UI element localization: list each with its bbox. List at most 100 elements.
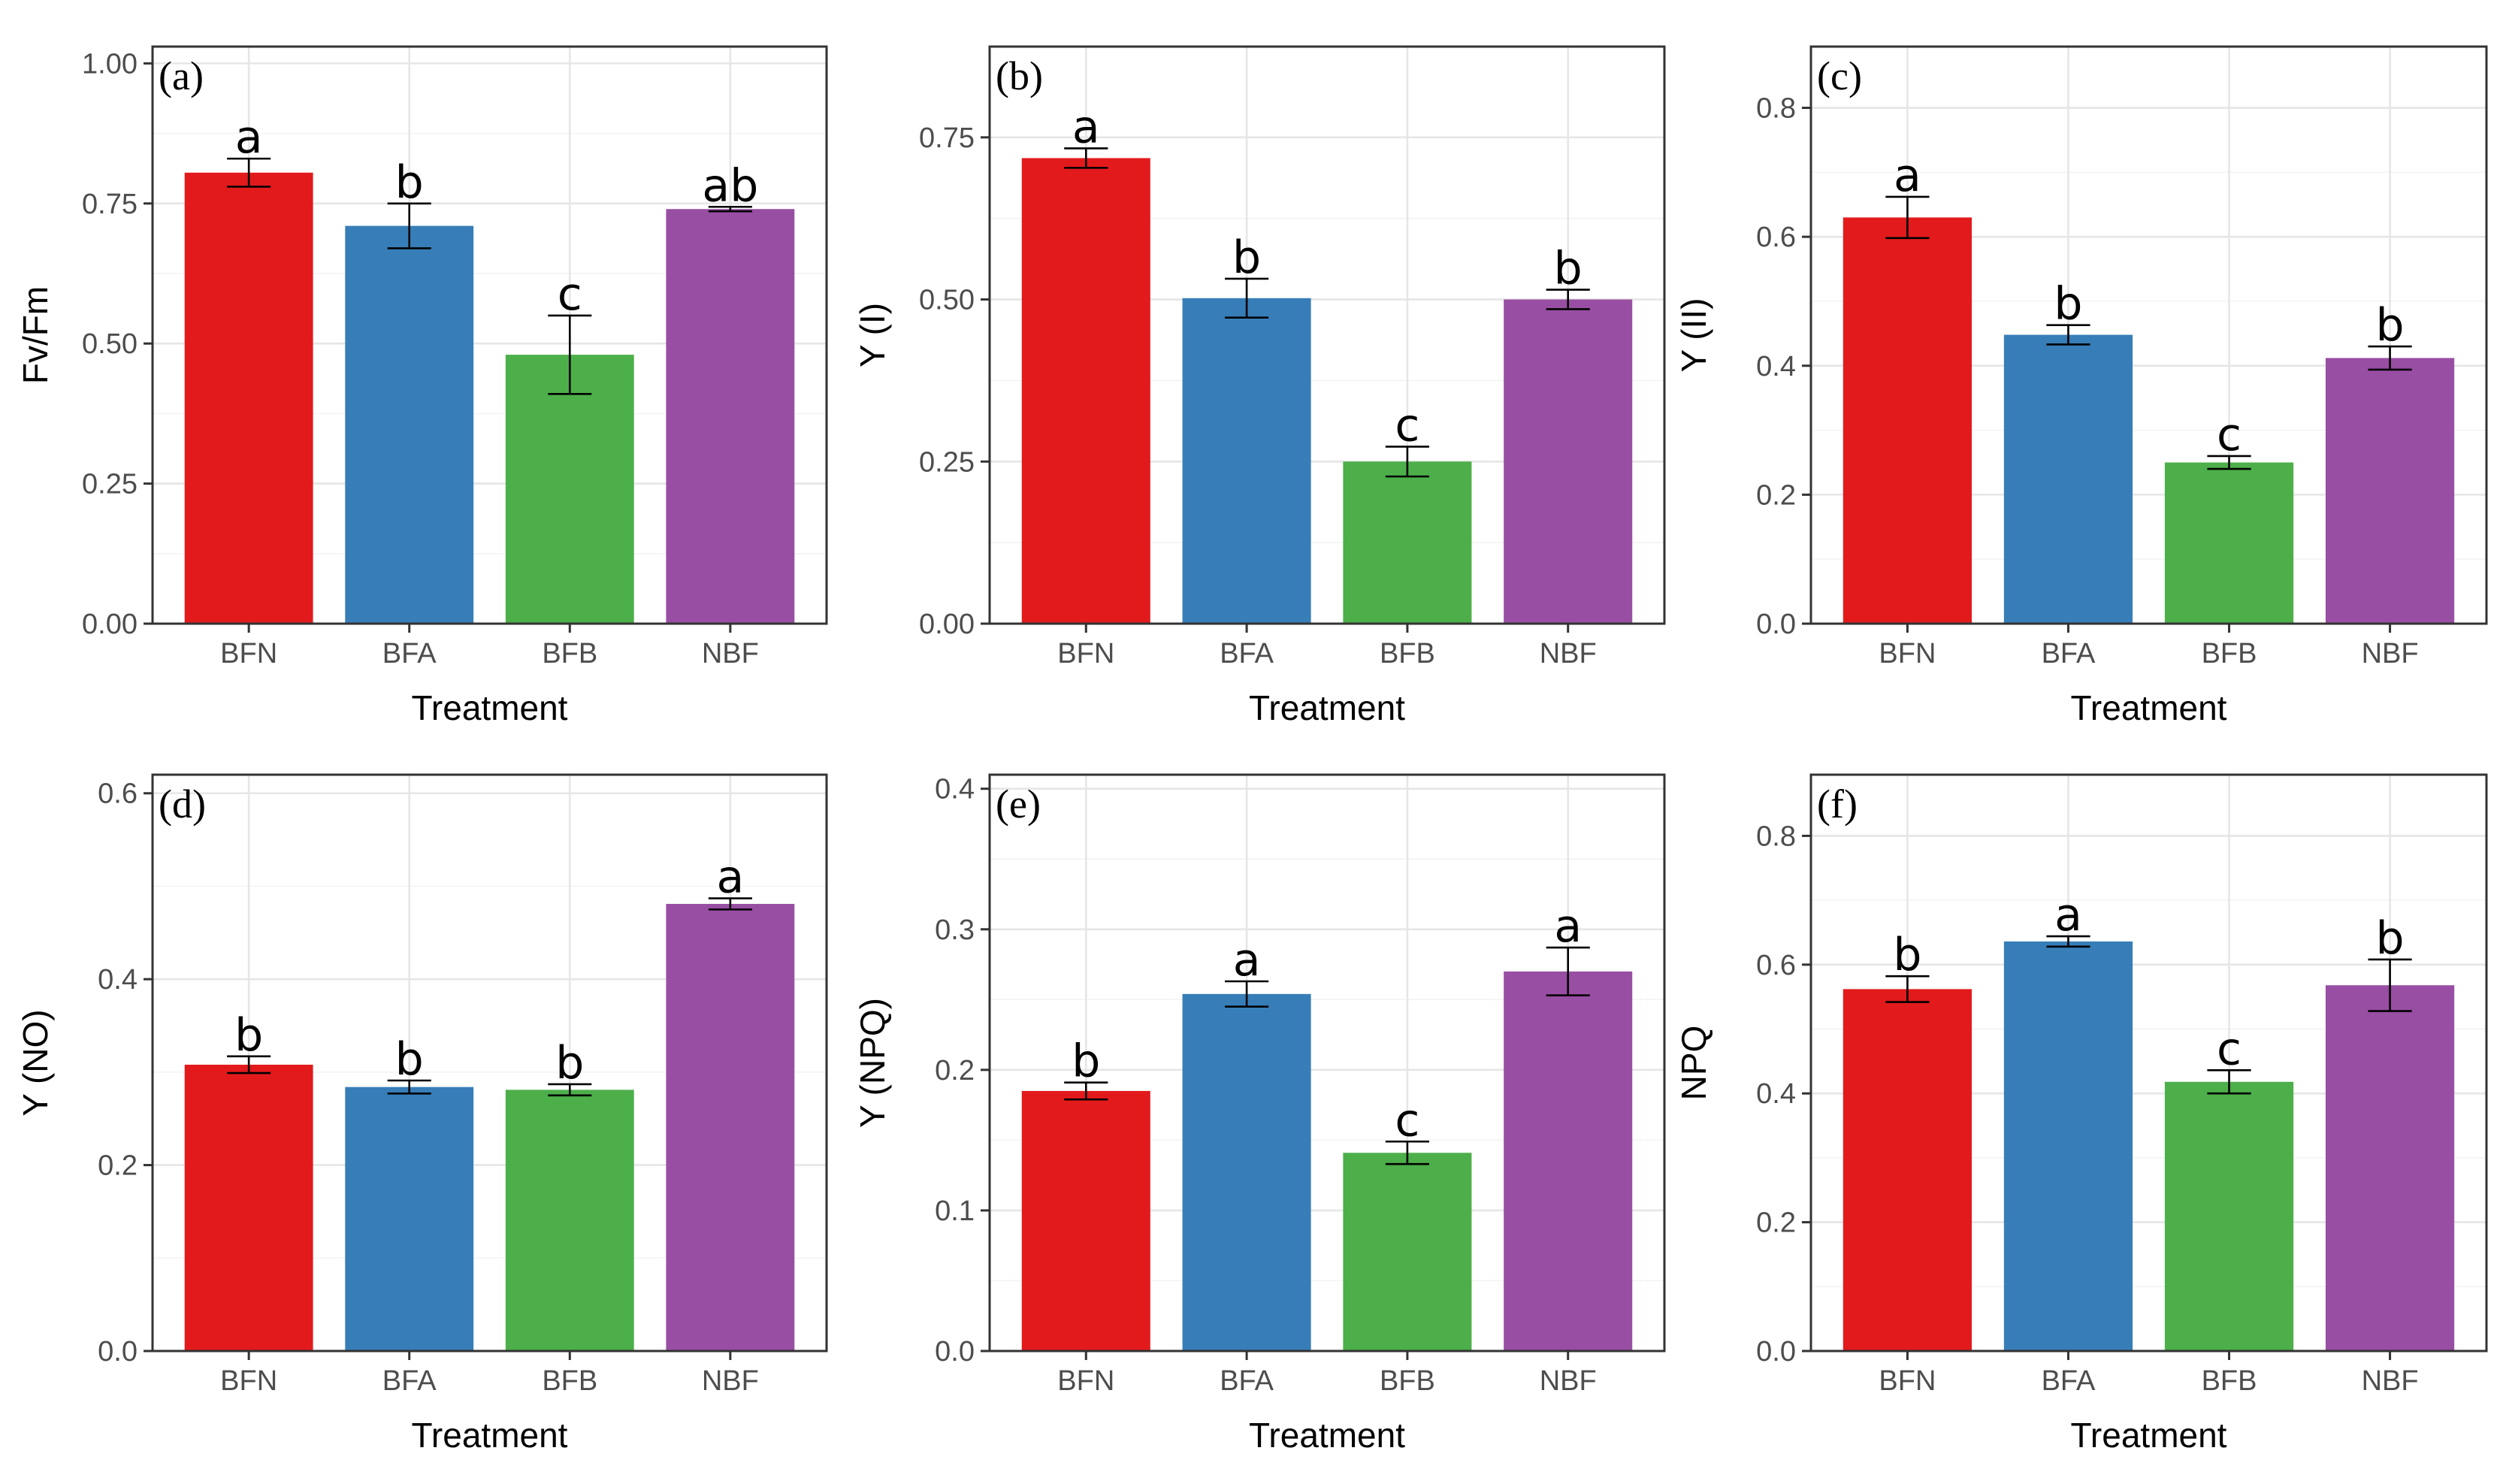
y-tick-label: 0.6 bbox=[98, 778, 138, 810]
significance-label: c bbox=[1395, 1094, 1419, 1147]
bar-bfa bbox=[345, 1087, 474, 1351]
panel-label: (f) bbox=[1817, 781, 1858, 827]
y-tick-label: 0.0 bbox=[935, 1336, 975, 1368]
panel-label: (d) bbox=[159, 781, 206, 827]
significance-label: b bbox=[395, 156, 424, 209]
panel-border bbox=[151, 773, 828, 1353]
bar-nbf bbox=[666, 209, 795, 624]
significance-label: b bbox=[1554, 243, 1583, 295]
bar-nbf bbox=[2325, 985, 2455, 1351]
significance-label: b bbox=[1232, 231, 1261, 284]
significance-label: b bbox=[234, 1009, 263, 1062]
x-tick-label: BFB bbox=[2202, 638, 2257, 669]
x-axis-title: Treatment bbox=[1249, 688, 1405, 727]
x-tick-label: BFA bbox=[2042, 1365, 2096, 1397]
y-tick-label: 0.0 bbox=[1756, 1336, 1796, 1368]
panel-border bbox=[151, 45, 828, 625]
panel-label: (b) bbox=[996, 53, 1043, 98]
y-axis-title: Fv/Fm bbox=[16, 286, 55, 384]
error-bar bbox=[1385, 1140, 1429, 1165]
y-axis-title: Y (I) bbox=[853, 303, 892, 367]
significance-label: b bbox=[1072, 1035, 1100, 1088]
bar-bfa bbox=[2003, 941, 2133, 1351]
x-tick-label: BFB bbox=[2202, 1365, 2257, 1397]
bar-bfa bbox=[2003, 334, 2133, 624]
bar-bfb bbox=[505, 1090, 634, 1351]
x-tick-label: NBF bbox=[2362, 638, 2419, 669]
bar-bfa bbox=[345, 225, 474, 624]
bar-bfa bbox=[1182, 298, 1311, 624]
y-tick-label: 0.50 bbox=[919, 285, 975, 316]
error-bar bbox=[708, 205, 752, 213]
significance-label: a bbox=[1894, 150, 1921, 202]
x-tick-label: BFB bbox=[542, 1365, 597, 1397]
x-tick-label: BFB bbox=[1380, 1365, 1435, 1397]
panel-c: a b c b 0.0 0.2 0.4 0.6 0.8 BFN BFA BFB NBF Treatment… bbox=[1674, 45, 2488, 727]
panel-border bbox=[988, 773, 1666, 1353]
bar-bfb bbox=[2164, 1081, 2294, 1351]
x-tick-label: BFA bbox=[382, 1365, 437, 1397]
x-tick-label: BFB bbox=[1380, 638, 1435, 669]
x-axis-title: Treatment bbox=[2071, 1416, 2227, 1455]
error-bar bbox=[548, 314, 592, 395]
y-tick-label: 0.75 bbox=[919, 122, 975, 154]
bar-bfn bbox=[1021, 1090, 1150, 1351]
bar-bfb bbox=[2164, 462, 2294, 624]
y-tick-label: 0.6 bbox=[1756, 950, 1796, 981]
error-bar bbox=[227, 1055, 271, 1074]
x-tick-label: BFA bbox=[2042, 638, 2096, 669]
error-bar bbox=[2207, 1069, 2251, 1095]
significance-label: ab bbox=[702, 159, 758, 212]
error-bar bbox=[1546, 946, 1590, 997]
error-bar bbox=[1064, 147, 1108, 169]
x-tick-label: BFN bbox=[1057, 1365, 1114, 1397]
y-tick-label: 0.4 bbox=[935, 774, 975, 805]
panel-border bbox=[1809, 773, 2488, 1353]
error-bar bbox=[227, 157, 271, 188]
significance-label: b bbox=[2054, 278, 2082, 331]
x-axis-title: Treatment bbox=[412, 1416, 568, 1455]
error-bar bbox=[2207, 455, 2251, 470]
y-axis-title: NPQ bbox=[1674, 1026, 1713, 1101]
bar-nbf bbox=[666, 903, 795, 1351]
y-tick-label: 0.0 bbox=[98, 1336, 138, 1368]
bar-bfn bbox=[184, 172, 313, 624]
x-tick-label: BFN bbox=[220, 1365, 277, 1397]
y-tick-label: 0.25 bbox=[82, 469, 138, 500]
error-bar bbox=[1385, 446, 1429, 478]
y-tick-label: 0.75 bbox=[82, 189, 138, 220]
x-tick-label: BFA bbox=[1220, 638, 1274, 669]
significance-label: a bbox=[1072, 101, 1100, 153]
y-tick-label: 0.2 bbox=[935, 1055, 975, 1087]
x-tick-label: BFN bbox=[1879, 1365, 1936, 1397]
panel-d: b b b a 0.0 0.2 0.4 0.6 BFN BFA BFB NBF Treatment Y (… bbox=[16, 773, 828, 1455]
significance-label: a bbox=[1554, 900, 1582, 953]
y-tick-label: 0.2 bbox=[1756, 479, 1796, 511]
error-bar bbox=[1885, 195, 1930, 240]
panel-label: (a) bbox=[159, 53, 204, 98]
bar-bfa bbox=[1182, 993, 1311, 1351]
y-tick-label: 0.6 bbox=[1756, 222, 1796, 253]
panel-border bbox=[988, 45, 1666, 625]
significance-label: c bbox=[2217, 1023, 2242, 1075]
error-bar bbox=[2368, 958, 2412, 1012]
x-tick-label: BFN bbox=[1879, 638, 1936, 669]
y-axis-title: Y (NO) bbox=[16, 1009, 55, 1116]
significance-label: b bbox=[2376, 299, 2405, 352]
y-tick-label: 0.3 bbox=[935, 914, 975, 946]
y-tick-label: 0.25 bbox=[919, 446, 975, 478]
x-tick-label: NBF bbox=[2362, 1365, 2419, 1397]
bar-bfn bbox=[1842, 989, 1972, 1351]
y-tick-label: 0.1 bbox=[935, 1195, 975, 1227]
x-tick-label: BFA bbox=[1220, 1365, 1274, 1397]
error-bar bbox=[1546, 289, 1590, 310]
error-bar bbox=[1064, 1081, 1108, 1101]
x-tick-label: BFN bbox=[220, 638, 277, 669]
significance-label: b bbox=[1893, 929, 1921, 981]
bar-bfn bbox=[1842, 217, 1972, 624]
y-tick-label: 0.0 bbox=[1756, 609, 1796, 640]
error-bar bbox=[1225, 277, 1269, 319]
significance-label: a bbox=[235, 111, 263, 164]
